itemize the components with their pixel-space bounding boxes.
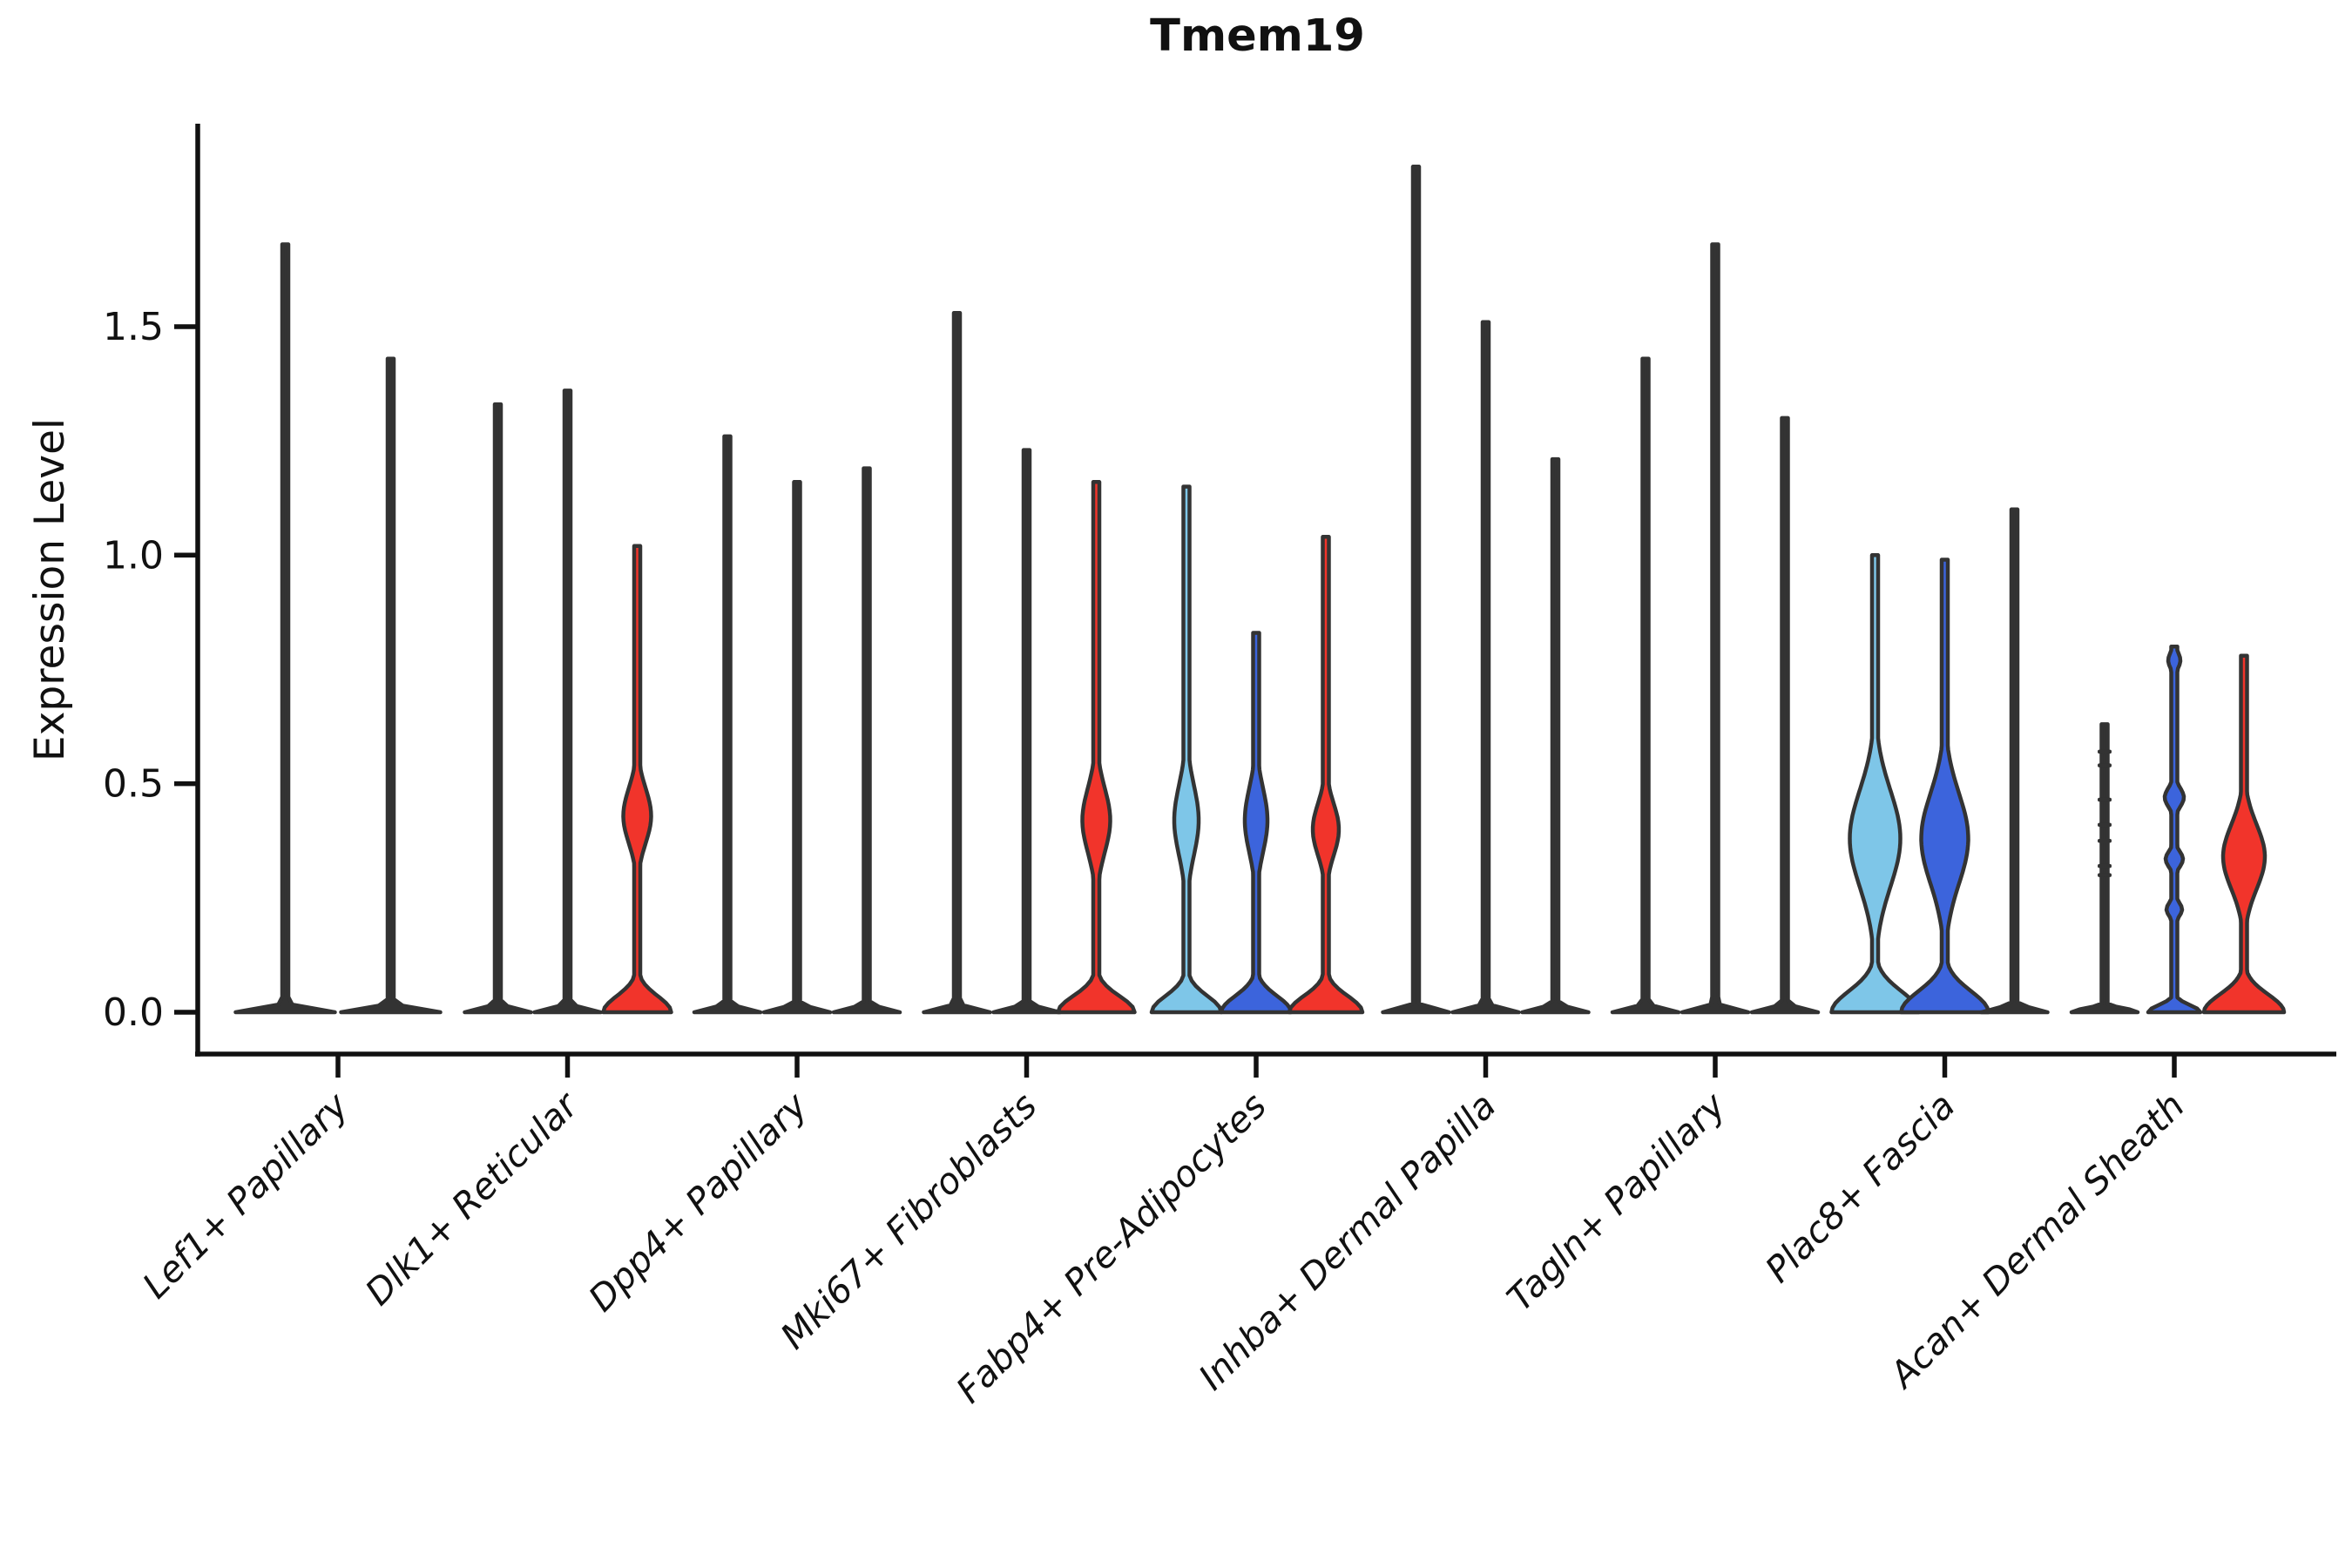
x-tick-label: Plac8+ Fascia bbox=[1757, 1085, 1963, 1290]
violin-acan-1 bbox=[2069, 722, 2140, 1015]
expression-point-mark bbox=[2098, 873, 2112, 877]
expression-point-mark bbox=[2098, 797, 2112, 802]
violin-tagln-1 bbox=[1610, 356, 1681, 1015]
violin-mki67-3 bbox=[1056, 480, 1137, 1015]
expression-point-mark bbox=[2098, 763, 2112, 767]
expression-point-mark bbox=[2098, 863, 2112, 868]
violin-inhba-3 bbox=[1520, 456, 1591, 1015]
y-tick-label: 0.5 bbox=[103, 762, 164, 807]
violin-tagln-3 bbox=[1749, 416, 1821, 1015]
violin-fabp4-3 bbox=[1287, 535, 1365, 1015]
x-tick-label: Dlk1+ Reticular bbox=[357, 1084, 587, 1314]
violin-fabp4-1 bbox=[1149, 484, 1224, 1015]
y-tick-label: 1.0 bbox=[103, 533, 164, 578]
x-tick-label: Dpp4+ Papillary bbox=[580, 1085, 815, 1320]
violin-plac8-2 bbox=[1899, 558, 1990, 1015]
violin-lef1-1 bbox=[233, 242, 337, 1015]
violin-dpp4-1 bbox=[692, 434, 763, 1015]
chart-title: Tmem19 bbox=[1150, 10, 1365, 62]
violin-dpp4-3 bbox=[831, 466, 902, 1015]
violin-dlk1-3 bbox=[601, 544, 673, 1015]
violin-inhba-2 bbox=[1450, 320, 1521, 1015]
expression-point-mark bbox=[2098, 838, 2112, 843]
violin-plac8-1 bbox=[1829, 553, 1921, 1015]
violin-acan-3 bbox=[2201, 653, 2287, 1015]
violin-tagln-2 bbox=[1680, 242, 1751, 1015]
violin-mki67-1 bbox=[922, 310, 992, 1015]
expression-point-mark bbox=[2098, 749, 2112, 754]
y-axis-title: Expression Level bbox=[26, 417, 74, 762]
violin-dpp4-2 bbox=[761, 480, 833, 1015]
violin-acan-2 bbox=[2146, 644, 2203, 1015]
violin-fabp4-2 bbox=[1219, 631, 1294, 1015]
violin-plac8-3 bbox=[1979, 507, 2050, 1015]
violin-dlk1-1 bbox=[463, 402, 533, 1015]
y-tick-label: 1.5 bbox=[103, 305, 164, 349]
violin-dlk1-2 bbox=[532, 389, 603, 1015]
x-tick-label: Tagln+ Papillary bbox=[1499, 1085, 1734, 1320]
expression-point-mark bbox=[2098, 822, 2112, 828]
y-tick-label: 0.0 bbox=[103, 990, 164, 1035]
violin-lef1-2 bbox=[339, 356, 443, 1015]
violin-inhba-1 bbox=[1381, 165, 1451, 1015]
x-tick-label: Mki67+ Fibroblasts bbox=[773, 1085, 1045, 1357]
violin-mki67-2 bbox=[991, 448, 1062, 1015]
x-tick-label: Lef1+ Papillary bbox=[134, 1085, 356, 1307]
